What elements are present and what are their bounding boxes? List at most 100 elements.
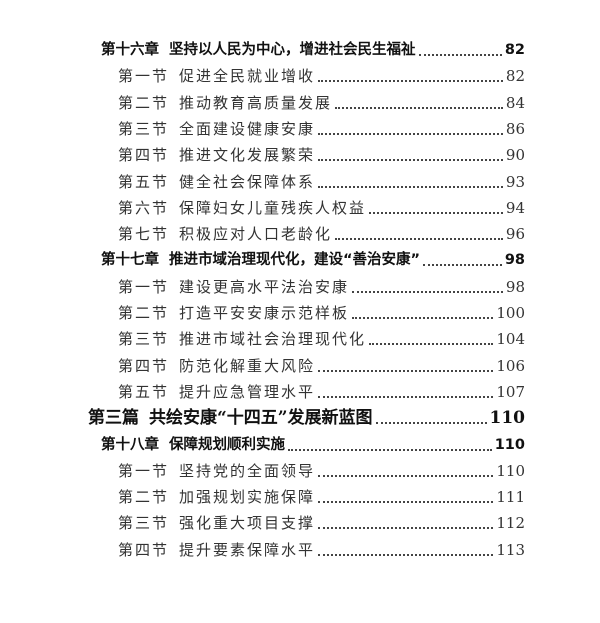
entry-page-number: 82 (505, 67, 525, 86)
entry-number: 第三节 (118, 514, 170, 533)
entry-number: 第二节 (118, 93, 170, 112)
entry-title: 提升要素保障水平 (179, 540, 316, 559)
entry-title: 强化重大项目支撑 (179, 514, 316, 533)
entry-title: 推动教育高质量发展 (179, 93, 333, 112)
entry-number: 第十七章 (101, 252, 159, 269)
entry-page-number: 90 (505, 146, 525, 165)
dot-leader (369, 343, 494, 346)
dot-leader (318, 474, 494, 477)
toc-section-entry[interactable]: 第五节 提升应急管理水平 107 (118, 380, 525, 404)
dot-leader (423, 264, 502, 267)
toc-section-entry[interactable]: 第二节 打造平安安康示范样板 100 (118, 301, 525, 325)
entry-number: 第一节 (118, 461, 170, 480)
entry-title: 保障规划顺利实施 (169, 436, 285, 453)
entry-page-number: 113 (496, 540, 525, 559)
toc-section-entry[interactable]: 第三节 推进市域社会治理现代化 104 (118, 327, 525, 351)
entry-page-number: 110 (494, 436, 525, 453)
entry-number: 第三节 (118, 330, 170, 349)
entry-page-number: 82 (504, 42, 525, 58)
dot-leader (318, 553, 494, 556)
toc-chapter-entry[interactable]: 第十八章 保障规划顺利实施 110 (101, 433, 525, 457)
entry-page-number: 107 (496, 382, 525, 401)
dot-leader (318, 527, 494, 530)
entry-title: 全面建设健康安康 (179, 119, 316, 138)
dot-leader (318, 501, 494, 504)
entry-title: 保障妇女儿童残疾人权益 (179, 198, 367, 217)
toc-section-entry[interactable]: 第二节 推动教育高质量发展 84 (118, 91, 525, 115)
toc-section-entry[interactable]: 第四节 推进文化发展繁荣 90 (118, 143, 525, 167)
entry-number: 第六节 (118, 198, 170, 217)
entry-page-number: 98 (505, 277, 525, 296)
entry-title: 推进市域治理现代化，建设“善治安康” (169, 252, 421, 269)
entry-title: 坚持党的全面领导 (179, 461, 316, 480)
dot-leader (352, 317, 494, 319)
entry-title: 促进全民就业增收 (179, 67, 316, 86)
entry-page-number: 93 (505, 172, 525, 191)
entry-number: 第三篇 (88, 408, 139, 429)
entry-page-number: 112 (496, 514, 525, 533)
toc-part-entry[interactable]: 第三篇 共绘安康“十四五”发展新蓝图 110 (88, 406, 525, 430)
entry-number: 第十六章 (101, 42, 159, 58)
toc-section-entry[interactable]: 第一节 建设更高水平法治安康 98 (118, 275, 525, 299)
toc-section-entry[interactable]: 第一节 坚持党的全面领导 110 (118, 459, 525, 483)
toc-section-entry[interactable]: 第四节 防范化解重大风险 106 (118, 354, 525, 378)
dot-leader (288, 448, 492, 451)
dot-leader (318, 369, 494, 372)
entry-page-number: 96 (505, 225, 525, 244)
entry-number: 第四节 (118, 146, 170, 165)
dot-leader (418, 54, 502, 56)
entry-page-number: 84 (505, 93, 525, 112)
entry-title: 健全社会保障体系 (179, 172, 316, 191)
dot-leader (375, 422, 487, 425)
entry-page-number: 94 (505, 198, 525, 217)
entry-title: 坚持以人民为中心，增进社会民生福祉 (169, 42, 416, 58)
entry-number: 第四节 (118, 540, 170, 559)
entry-number: 第二节 (118, 304, 170, 322)
dot-leader (335, 106, 503, 109)
entry-number: 第一节 (118, 277, 170, 296)
entry-page-number: 100 (496, 304, 525, 322)
dot-leader (318, 159, 503, 162)
toc-section-entry[interactable]: 第三节 强化重大项目支撑 112 (118, 511, 525, 535)
dot-leader (352, 290, 503, 293)
toc-section-entry[interactable]: 第四节 提升要素保障水平 113 (118, 538, 525, 562)
toc-chapter-entry[interactable]: 第十七章 推进市域治理现代化，建设“善治安康” 98 (101, 248, 525, 272)
toc-section-entry[interactable]: 第七节 积极应对人口老龄化 96 (118, 222, 525, 246)
entry-number: 第三节 (118, 119, 170, 138)
entry-title: 推进文化发展繁荣 (179, 146, 316, 165)
dot-leader (369, 211, 503, 214)
entry-title: 提升应急管理水平 (179, 382, 316, 401)
dot-leader (318, 80, 503, 83)
entry-number: 第七节 (118, 225, 170, 244)
entry-title: 共绘安康“十四五”发展新蓝图 (149, 408, 373, 429)
toc-section-entry[interactable]: 第一节 促进全民就业增收 82 (118, 64, 525, 88)
entry-page-number: 106 (496, 356, 525, 375)
entry-title: 加强规划实施保障 (179, 488, 316, 507)
toc-chapter-entry[interactable]: 第十六章 坚持以人民为中心，增进社会民生福祉 82 (101, 38, 525, 62)
entry-title: 建设更高水平法治安康 (179, 277, 350, 296)
entry-title: 打造平安安康示范样板 (179, 304, 350, 322)
entry-number: 第十八章 (101, 436, 159, 453)
dot-leader (318, 395, 494, 398)
dot-leader (318, 185, 503, 188)
toc-section-entry[interactable]: 第二节 加强规划实施保障 111 (118, 485, 525, 509)
toc-section-entry[interactable]: 第三节 全面建设健康安康 86 (118, 117, 525, 141)
entry-page-number: 98 (504, 252, 525, 269)
entry-title: 推进市域社会治理现代化 (179, 330, 367, 349)
toc-section-entry[interactable]: 第六节 保障妇女儿童残疾人权益 94 (118, 196, 525, 220)
entry-number: 第五节 (118, 172, 170, 191)
dot-leader (335, 238, 503, 241)
entry-number: 第二节 (118, 488, 170, 507)
entry-number: 第五节 (118, 382, 170, 401)
entry-page-number: 110 (489, 408, 526, 429)
entry-number: 第一节 (118, 67, 170, 86)
entry-page-number: 104 (496, 330, 525, 349)
entry-title: 防范化解重大风险 (179, 356, 316, 375)
entry-page-number: 86 (505, 119, 525, 138)
entry-title: 积极应对人口老龄化 (179, 225, 333, 244)
entry-number: 第四节 (118, 356, 170, 375)
entry-page-number: 110 (496, 461, 525, 480)
dot-leader (318, 132, 503, 135)
toc-section-entry[interactable]: 第五节 健全社会保障体系 93 (118, 170, 525, 194)
entry-page-number: 111 (496, 488, 525, 507)
